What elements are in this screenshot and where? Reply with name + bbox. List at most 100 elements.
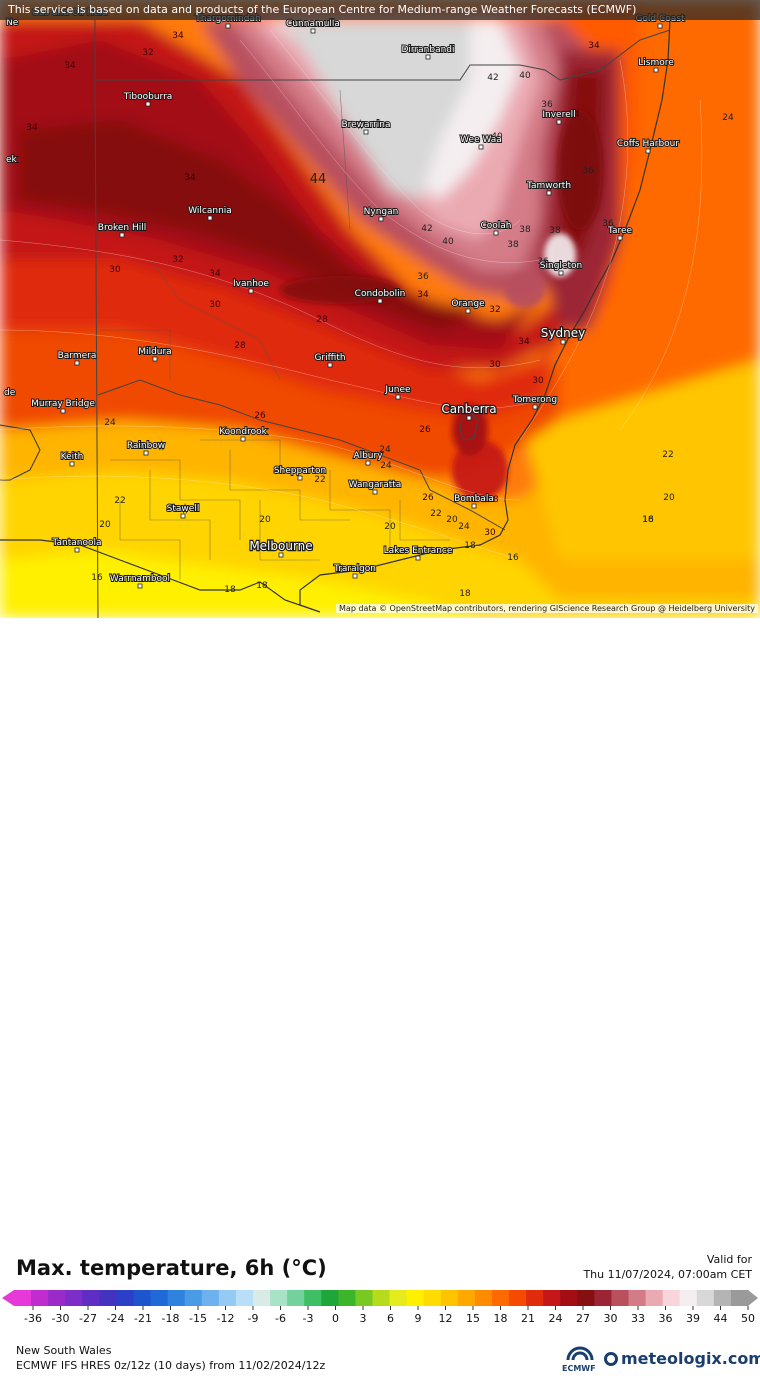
temperature-map[interactable]: 34 34 34 34 34 32 32 30 30 28 28 26 26 24 24 22 22 20 20 20… [0, 0, 760, 618]
scale-right-arrow [748, 1290, 758, 1306]
place-label-warrnambool: Warrnambool [110, 574, 170, 584]
isotherm-label: 36 [602, 219, 614, 229]
isotherm-label: 28 [234, 341, 246, 351]
place-label-singleton: Singleton [540, 261, 582, 271]
place-label-rainbow: Rainbow [127, 441, 165, 451]
place-label-tantanoola: Tantanoola [51, 538, 101, 548]
place-label-dirranbandi: Dirranbandi [401, 45, 454, 55]
isotherm-label: 22 [114, 496, 125, 506]
isotherm-label: 28 [316, 315, 328, 325]
scale-tick-label: -21 [134, 1312, 152, 1325]
isotherm-label: 38 [519, 225, 531, 235]
isotherm-label: 36 [582, 166, 594, 176]
isotherm-label: 32 [142, 48, 153, 58]
place-marker [207, 215, 213, 221]
map-canvas: 34 34 34 34 34 32 32 30 30 28 28 26 26 24 24 22 22 20 20 20… [0, 0, 760, 618]
scale-swatch [713, 1290, 732, 1306]
place-marker [74, 547, 80, 553]
isotherm-label: 26 [422, 493, 434, 503]
place-marker [143, 450, 149, 456]
place-marker [69, 461, 75, 467]
place-label-broken-hill: Broken Hill [98, 223, 146, 233]
isotherm-label: 30 [532, 376, 544, 386]
isotherm-label: 20 [663, 493, 675, 503]
scale-swatch [457, 1290, 476, 1306]
place-label-griffith: Griffith [314, 353, 345, 363]
place-marker [137, 583, 143, 589]
scale-swatch [65, 1290, 83, 1306]
place-marker [74, 360, 80, 366]
scale-tick-label: 24 [549, 1312, 563, 1325]
isotherm-label: 26 [419, 425, 431, 435]
scale-tick-label: 15 [466, 1312, 480, 1325]
place-label-ivanhoe: Ivanhoe [233, 279, 269, 289]
place-label-wangaratta: Wangaratta [349, 480, 402, 490]
isotherm-label: 34 [64, 61, 76, 71]
place-label-wee-waa: Wee Waa [460, 135, 502, 145]
place-label-lismore: Lismore [638, 58, 674, 68]
place-marker [645, 148, 651, 154]
place-label-tibooburra: Tibooburra [123, 92, 173, 102]
place-label-keith: Keith [61, 452, 84, 462]
scale-swatch [355, 1290, 374, 1306]
isotherm-label: 26 [254, 411, 266, 421]
isotherm-label: 34 [417, 290, 429, 300]
isotherm-label: 34 [209, 269, 221, 279]
scale-swatch [372, 1290, 391, 1306]
isotherm-label: 16 [91, 573, 103, 583]
isotherm-label: 30 [109, 265, 121, 275]
scale-tick-label: 9 [415, 1312, 422, 1325]
isotherm-label: 16 [507, 553, 519, 563]
place-marker [310, 28, 316, 34]
place-label-canberra: Canberra [441, 402, 496, 416]
scale-swatch [321, 1290, 339, 1306]
place-marker [493, 230, 499, 236]
scale-tick-label: 18 [494, 1312, 508, 1325]
place-marker [560, 339, 566, 345]
scale-tick-label: 39 [686, 1312, 700, 1325]
place-label-koondrook: Koondrook [219, 427, 267, 437]
isotherm-label: 20 [446, 515, 458, 525]
scale-tick-label: -27 [79, 1312, 97, 1325]
state-border-qld [94, 20, 671, 81]
scale-swatch [82, 1290, 100, 1306]
place-label-cunnamulla: Cunnamulla [286, 19, 340, 29]
color-scale-bar [2, 1290, 758, 1306]
isotherm-label: 22 [662, 450, 673, 460]
scale-tick-label: -3 [303, 1312, 314, 1325]
scale-tick-label: 21 [521, 1312, 535, 1325]
state-border-sa [94, 79, 99, 618]
temperature-field [0, 0, 760, 618]
place-marker [278, 552, 284, 558]
meteologix-logo[interactable]: meteologix.com [604, 1349, 760, 1368]
place-marker [532, 404, 538, 410]
place-label-lakes-entrance: Lakes Entrance [384, 546, 453, 556]
place-label-melbourne: Melbourne [249, 539, 312, 553]
scale-swatch [696, 1290, 715, 1306]
scale-tick-label: -36 [24, 1312, 42, 1325]
place-label-inverell: Inverell [542, 110, 575, 120]
state-border-vic [97, 379, 506, 531]
scale-swatch [628, 1290, 647, 1306]
scale-tick-label: 0 [332, 1312, 339, 1325]
place-label-sydney: Sydney [541, 326, 585, 340]
scale-swatch [560, 1290, 578, 1306]
isotherm-label: 18 [459, 589, 471, 599]
isotherm-label: 24 [380, 461, 392, 471]
scale-swatch [133, 1290, 152, 1306]
scale-swatch [150, 1290, 169, 1306]
place-labels: Gas and Oil FieldThargomindahCunnamullaD… [3, 7, 686, 589]
scale-tick-label: 3 [360, 1312, 367, 1325]
color-scale-ticks: -36 -30 -27 -24 -21 -18 -15 -12 -9 -6 -3 0 3 6 9 12 15 18… [24, 1306, 755, 1325]
place-marker [425, 54, 431, 60]
place-label-bombala: Bombala [454, 494, 494, 504]
scale-swatch [338, 1290, 356, 1306]
scale-swatch [611, 1290, 630, 1306]
scale-tick-label: 33 [631, 1312, 645, 1325]
isotherm-label: 44 [310, 172, 327, 187]
isotherm-label: 38 [507, 240, 519, 250]
scale-swatch [509, 1290, 527, 1306]
district-borders [100, 89, 450, 580]
scale-swatch [235, 1290, 254, 1306]
isotherm-label: 40 [491, 132, 503, 142]
